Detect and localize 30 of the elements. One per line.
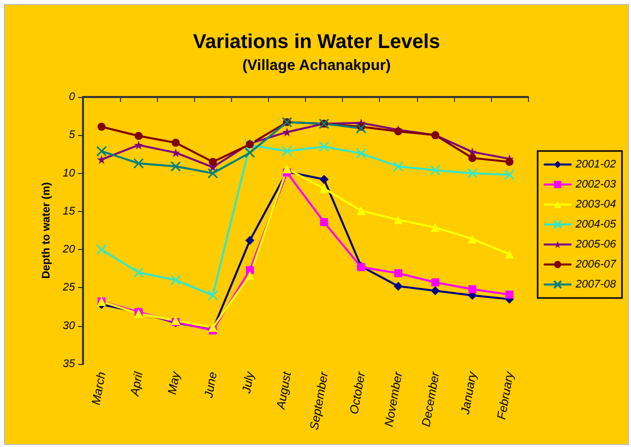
legend-label: 2007-08 [574, 278, 617, 290]
x-tick-label: March [88, 370, 108, 406]
legend-label: 2002-03 [574, 178, 617, 190]
x-tick-label: December [418, 370, 442, 428]
y-tick-label: 30 [62, 320, 76, 332]
y-tick-label: 10 [62, 167, 76, 180]
x-tick-label: July [239, 370, 257, 396]
legend-label: 2005-06 [574, 238, 617, 250]
y-tick-label: 35 [62, 358, 76, 370]
legend-label: 2003-04 [574, 198, 616, 210]
x-tick-label: January [458, 370, 480, 416]
y-tick-label: 0 [68, 91, 76, 103]
x-tick-label: September [306, 370, 332, 432]
chart-subtitle: (Village Achanakpur) [242, 57, 391, 74]
x-tick-label: June [201, 370, 220, 400]
legend-label: 2001-02 [574, 158, 616, 170]
y-tick-label: 5 [68, 129, 76, 142]
x-tick-label: October [346, 370, 368, 416]
x-tick-label: August [273, 370, 294, 411]
y-axis-title: Depth to water (m) [40, 182, 52, 279]
legend-label: 2004-05 [574, 218, 617, 230]
chart-title: Variations in Water Levels [192, 31, 440, 53]
x-tick-label: May [164, 370, 183, 396]
y-tick-label: 15 [62, 205, 76, 218]
legend-label: 2006-07 [574, 258, 617, 270]
x-tick-label: November [382, 370, 406, 428]
y-tick-label: 25 [62, 282, 76, 294]
x-tick-label: February [494, 370, 517, 421]
x-tick-label: April [127, 370, 146, 398]
y-tick-label: 20 [62, 244, 76, 256]
